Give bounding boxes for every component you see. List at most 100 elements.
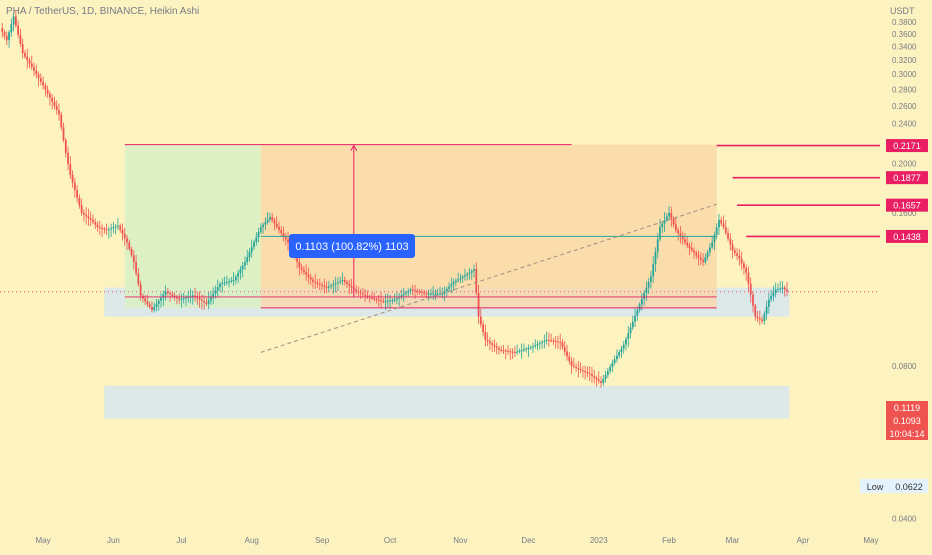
- candle: [411, 284, 414, 296]
- candle-body: [713, 234, 716, 243]
- candle: [248, 248, 251, 262]
- candle: [212, 287, 215, 305]
- candle: [507, 345, 509, 355]
- candle: [273, 217, 276, 231]
- candle-body: [584, 371, 587, 373]
- candle-body: [132, 255, 135, 263]
- candle: [547, 332, 550, 347]
- candle: [375, 296, 378, 304]
- currency-label: USDT: [890, 6, 915, 16]
- candle-body: [332, 284, 335, 286]
- measure-label-box: [289, 234, 415, 258]
- candle-body: [627, 333, 630, 339]
- candle: [729, 233, 732, 251]
- candle: [527, 344, 530, 358]
- candle-body: [529, 347, 532, 349]
- candle-body: [577, 367, 580, 369]
- candle-body: [232, 280, 235, 282]
- last-price-box: [886, 401, 928, 414]
- candle: [450, 277, 453, 294]
- candle-body: [427, 293, 430, 295]
- candle-body: [552, 340, 555, 342]
- candle-body: [135, 262, 137, 274]
- price-axis[interactable]: 0.3800 0.3600 0.3400 0.3200 0.3000 0.2800 0.26…: [892, 18, 917, 524]
- candle: [83, 209, 85, 222]
- candle: [606, 367, 609, 378]
- candle-body: [176, 296, 178, 299]
- candle-body: [559, 341, 562, 343]
- measure-label[interactable]: 0.1103 (100.82%) 1103: [289, 234, 415, 258]
- candle: [198, 291, 201, 308]
- candle-body: [21, 43, 24, 54]
- candle: [588, 366, 591, 382]
- candle: [423, 289, 426, 297]
- candle-body: [278, 226, 280, 231]
- level-label: 0.1657: [893, 201, 921, 211]
- candle-body: [391, 299, 394, 301]
- candle: [543, 334, 546, 349]
- candle: [176, 294, 178, 305]
- candle: [8, 29, 10, 48]
- candle-body: [271, 217, 274, 221]
- time-axis[interactable]: May Jun Jul Aug Sep Oct Nov Dec 2023 Feb Mar Apr May: [36, 536, 879, 545]
- candle-body: [636, 310, 639, 316]
- candle-body: [107, 229, 110, 231]
- candle: [180, 293, 183, 308]
- candle-body: [30, 63, 33, 67]
- candle: [686, 235, 689, 249]
- level-label-box: [886, 198, 928, 212]
- candle-body: [650, 276, 652, 282]
- candle-body: [373, 298, 376, 300]
- candle-body: [164, 291, 167, 295]
- candle-body: [452, 281, 455, 285]
- candle: [749, 277, 752, 303]
- candle: [314, 273, 317, 289]
- candle-body: [148, 304, 151, 308]
- candle-body: [570, 361, 573, 366]
- candle-body: [625, 338, 627, 345]
- candle: [287, 231, 289, 251]
- candle: [330, 283, 333, 290]
- candle: [618, 349, 621, 359]
- candle: [48, 91, 51, 106]
- candle-body: [611, 363, 614, 368]
- candle-body: [234, 276, 237, 281]
- candle: [491, 340, 494, 352]
- candle-body: [8, 32, 10, 41]
- candle-body: [405, 292, 407, 294]
- candle-body: [763, 313, 766, 322]
- candle: [298, 256, 301, 276]
- candle: [216, 279, 219, 298]
- candle: [484, 324, 487, 347]
- candle-body: [527, 348, 530, 350]
- candle-body: [756, 316, 759, 319]
- candle-body: [19, 34, 22, 44]
- candle: [14, 10, 17, 28]
- candle: [409, 287, 412, 295]
- candle: [103, 226, 106, 234]
- candle: [625, 336, 627, 351]
- candle: [702, 253, 704, 267]
- candle-body: [575, 366, 577, 368]
- candle: [219, 281, 221, 292]
- candle: [536, 340, 539, 351]
- candle: [126, 234, 128, 250]
- candle-body: [622, 344, 625, 349]
- candle-body: [411, 289, 414, 291]
- candle: [554, 335, 557, 349]
- candle: [629, 323, 632, 339]
- candle-body: [677, 230, 680, 234]
- candle: [182, 293, 185, 304]
- candle-body: [225, 281, 228, 283]
- level-label-box: [886, 139, 928, 153]
- candle-body: [151, 307, 153, 311]
- candle-body: [468, 272, 471, 275]
- candle: [786, 281, 788, 297]
- level-label-box: [886, 171, 928, 185]
- candle-body: [647, 281, 650, 288]
- candle-body: [255, 237, 258, 243]
- candle: [132, 250, 135, 270]
- candle: [572, 357, 575, 369]
